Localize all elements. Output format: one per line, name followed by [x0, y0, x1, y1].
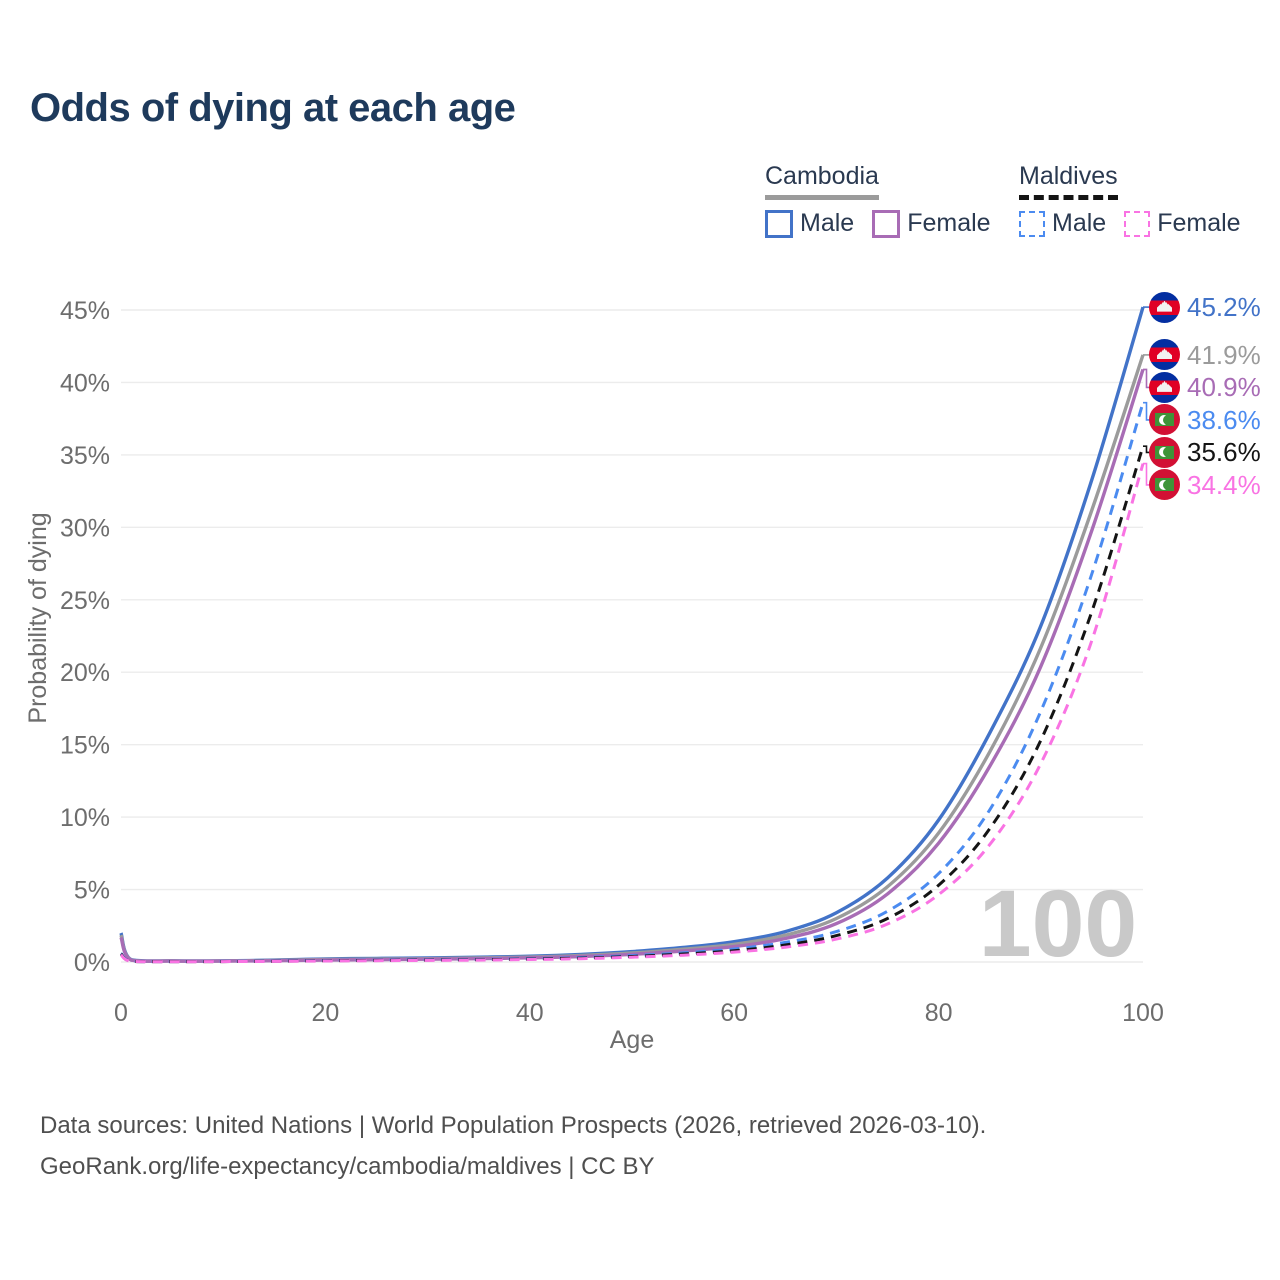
- source-line-1: Data sources: United Nations | World Pop…: [40, 1112, 987, 1139]
- y-tick-label: 20%: [60, 659, 110, 687]
- y-tick-label: 45%: [60, 297, 110, 325]
- legend-label-maldives-female: Female: [1157, 209, 1241, 237]
- end-label-connectors: [1143, 306, 1150, 486]
- y-axis-tick-labels: 0% 5% 10% 15% 20% 25% 30% 35% 40% 45%: [60, 297, 110, 977]
- series-line-cambodia-male[interactable]: [119, 306, 1145, 963]
- y-tick-label: 30%: [60, 514, 110, 542]
- checkbox-maldives-male-icon[interactable]: [1019, 210, 1045, 237]
- y-tick-label: 0%: [74, 949, 110, 977]
- y-tick-label: 40%: [60, 369, 110, 397]
- x-tick-label: 20: [311, 999, 339, 1027]
- legend-label-cambodia-male: Male: [800, 209, 855, 237]
- y-tick-label: 5%: [74, 877, 110, 905]
- legend-country-maldives[interactable]: Maldives: [1019, 162, 1118, 200]
- series-line-maldives-male[interactable]: [119, 402, 1145, 964]
- y-tick-label: 25%: [60, 587, 110, 615]
- source-line-2: GeoRank.org/life-expectancy/cambodia/mal…: [40, 1153, 655, 1180]
- x-tick-label: 0: [114, 999, 128, 1027]
- legend-item-maldives-male[interactable]: Male: [1019, 209, 1106, 238]
- x-tick-label: 60: [720, 999, 748, 1027]
- legend-country-cambodia[interactable]: Cambodia: [765, 162, 879, 200]
- y-axis-title: Probability of dying: [24, 512, 52, 723]
- page-title: Odds of dying at each age: [30, 86, 516, 130]
- checkbox-cambodia-female-icon[interactable]: [872, 209, 901, 238]
- series-lines: [119, 306, 1145, 964]
- y-tick-label: 35%: [60, 442, 110, 470]
- x-tick-label: 40: [516, 999, 544, 1027]
- legend-group-cambodia: Cambodia Male Female: [765, 162, 991, 238]
- label-connector: [1143, 462, 1150, 486]
- label-connector: [1143, 445, 1150, 454]
- x-tick-label: 80: [925, 999, 953, 1027]
- legend-item-maldives-female[interactable]: Female: [1124, 209, 1241, 238]
- legend-group-maldives: Maldives Male Female: [1019, 162, 1241, 238]
- label-connector: [1143, 401, 1150, 421]
- checkbox-maldives-female-icon[interactable]: [1124, 210, 1151, 237]
- legend-label-maldives-male: Male: [1052, 209, 1107, 237]
- x-tick-label: 100: [1122, 999, 1164, 1027]
- legend-item-cambodia-male[interactable]: Male: [765, 209, 854, 238]
- checkbox-cambodia-male-icon[interactable]: [765, 209, 793, 238]
- hover-age-watermark: 100: [979, 871, 1138, 977]
- label-connector: [1143, 368, 1150, 389]
- x-axis-title: Age: [610, 1026, 654, 1054]
- x-axis-tick-labels: 0 20 40 60 80 100: [114, 999, 1164, 1027]
- y-tick-label: 15%: [60, 732, 110, 760]
- y-tick-label: 10%: [60, 804, 110, 832]
- legend-label-cambodia-female: Female: [907, 209, 991, 237]
- legend-item-cambodia-female[interactable]: Female: [872, 209, 991, 238]
- gridlines: [121, 309, 1143, 963]
- source-note: Data sources: United Nations | World Pop…: [40, 1105, 986, 1187]
- series-line-maldives-female[interactable]: [120, 463, 1145, 964]
